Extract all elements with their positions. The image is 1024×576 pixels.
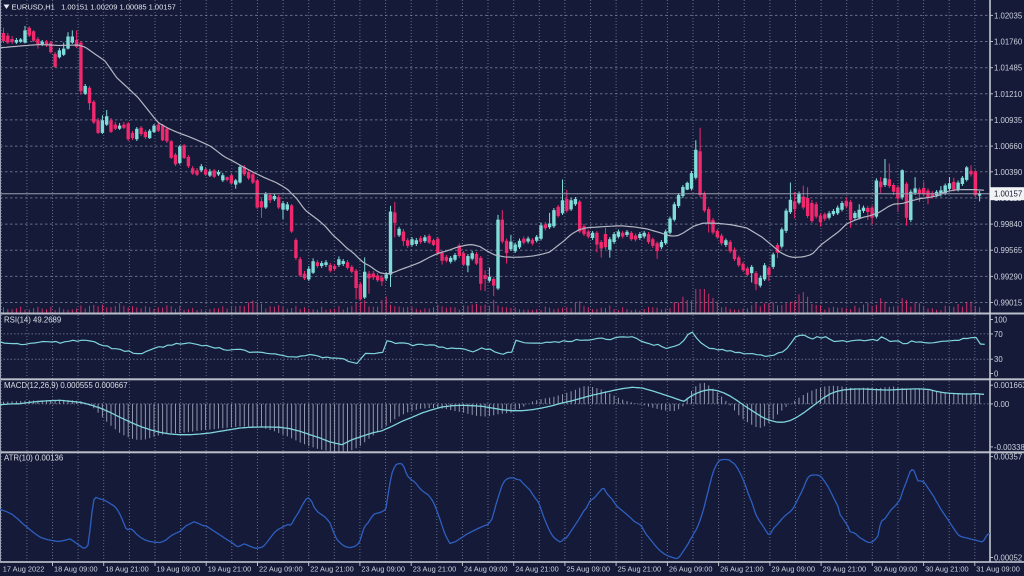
svg-text:0.001663: 0.001663 (994, 381, 1024, 390)
svg-text:0.99290: 0.99290 (994, 272, 1023, 281)
svg-text:1.00157: 1.00157 (994, 190, 1022, 199)
svg-text:1.00935: 1.00935 (994, 116, 1023, 125)
svg-text:25 Aug 21:00: 25 Aug 21:00 (618, 564, 662, 573)
svg-text:23 Aug 21:00: 23 Aug 21:00 (413, 564, 457, 573)
svg-text:29 Aug 09:00: 29 Aug 09:00 (771, 564, 815, 573)
svg-text:0.00357: 0.00357 (994, 453, 1022, 462)
svg-text:26 Aug 21:00: 26 Aug 21:00 (720, 564, 764, 573)
svg-text:30: 30 (994, 355, 1003, 364)
svg-text:22 Aug 09:00: 22 Aug 09:00 (259, 564, 303, 573)
svg-text:1.02035: 1.02035 (994, 11, 1023, 20)
svg-text:24 Aug 21:00: 24 Aug 21:00 (515, 564, 559, 573)
svg-text:1.00390: 1.00390 (994, 168, 1023, 177)
svg-text:26 Aug 09:00: 26 Aug 09:00 (669, 564, 713, 573)
svg-text:1.01760: 1.01760 (994, 38, 1023, 47)
svg-text:100: 100 (994, 316, 1008, 325)
svg-text:1.01485: 1.01485 (994, 64, 1023, 73)
svg-text:0.00: 0.00 (994, 400, 1010, 409)
svg-text:31 Aug 09:00: 31 Aug 09:00 (976, 564, 1020, 573)
svg-text:19 Aug 09:00: 19 Aug 09:00 (157, 564, 201, 573)
svg-text:17 Aug 2022: 17 Aug 2022 (3, 564, 45, 573)
svg-text:RSI(14) 49.2689: RSI(14) 49.2689 (4, 315, 61, 324)
svg-text:24 Aug 09:00: 24 Aug 09:00 (464, 564, 508, 573)
svg-text:30 Aug 21:00: 30 Aug 21:00 (925, 564, 969, 573)
svg-text:MACD(12,26,9) 0.000555 0.00066: MACD(12,26,9) 0.000555 0.000667 (4, 381, 128, 390)
svg-text:18 Aug 21:00: 18 Aug 21:00 (105, 564, 149, 573)
svg-text:23 Aug 09:00: 23 Aug 09:00 (361, 564, 405, 573)
svg-text:22 Aug 21:00: 22 Aug 21:00 (310, 564, 354, 573)
svg-text:29 Aug 21:00: 29 Aug 21:00 (823, 564, 867, 573)
svg-text:19 Aug 21:00: 19 Aug 21:00 (208, 564, 252, 573)
svg-text:0: 0 (994, 370, 999, 379)
svg-text:18 Aug 09:00: 18 Aug 09:00 (54, 564, 98, 573)
svg-text:0.00052: 0.00052 (994, 554, 1022, 563)
svg-text:EURUSD,H1 1.00151 1.00209 1.: EURUSD,H1 1.00151 1.00209 1.00085 1.0015… (12, 2, 176, 11)
svg-text:1.00660: 1.00660 (994, 142, 1023, 151)
svg-text:ATR(10) 0.00136: ATR(10) 0.00136 (4, 454, 63, 463)
svg-text:-0.003383: -0.003383 (994, 443, 1024, 452)
svg-text:70: 70 (994, 330, 1003, 339)
svg-text:0.99840: 0.99840 (994, 220, 1023, 229)
svg-text:0.99015: 0.99015 (994, 299, 1023, 308)
svg-text:25 Aug 09:00: 25 Aug 09:00 (566, 564, 610, 573)
svg-text:0.99565: 0.99565 (994, 246, 1023, 255)
svg-text:1.01210: 1.01210 (994, 90, 1023, 99)
svg-text:30 Aug 09:00: 30 Aug 09:00 (874, 564, 918, 573)
